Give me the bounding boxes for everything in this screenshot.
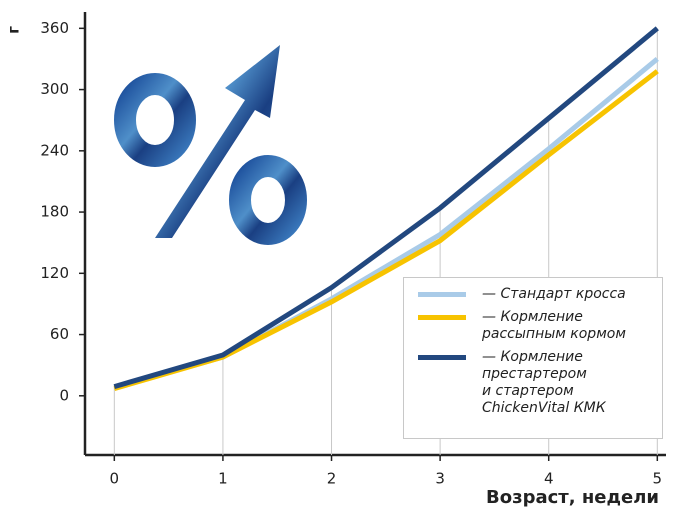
y-tick-label: 60 — [50, 325, 69, 343]
series-line — [113, 26, 659, 390]
legend-label: — Стандарт кросса — [482, 286, 626, 302]
x-tick-label: 5 — [653, 470, 663, 488]
y-tick-label: 0 — [59, 386, 69, 404]
legend-label: — Кормление престартером и стартером Chi… — [482, 349, 606, 416]
legend-item: — Кормление престартером и стартером Chi… — [418, 349, 662, 417]
legend-label: — Кормление рассыпным кормом — [482, 309, 626, 342]
x-tick-label: 4 — [544, 470, 554, 488]
legend-swatch — [418, 355, 466, 360]
x-tick-label: 0 — [110, 470, 120, 488]
y-tick-label: 240 — [40, 141, 69, 159]
legend-swatch — [418, 315, 466, 320]
legend-item: — Стандарт кросса — [418, 286, 662, 303]
y-axis-label: г — [5, 26, 23, 34]
y-tick-label: 180 — [40, 203, 69, 221]
x-tick-label: 3 — [435, 470, 445, 488]
x-axis-label: Возраст, недели — [486, 487, 659, 508]
x-tick-label: 2 — [327, 470, 337, 488]
percent-illustration — [114, 45, 307, 245]
legend: — Стандарт кросса — Кормление рассыпным к… — [403, 277, 663, 439]
legend-swatch — [418, 292, 466, 297]
legend-item: — Кормление рассыпным кормом — [418, 309, 662, 343]
x-tick-label: 1 — [218, 470, 228, 488]
y-tick-label: 300 — [40, 80, 69, 98]
y-tick-label: 360 — [40, 19, 69, 37]
y-tick-label: 120 — [40, 264, 69, 282]
